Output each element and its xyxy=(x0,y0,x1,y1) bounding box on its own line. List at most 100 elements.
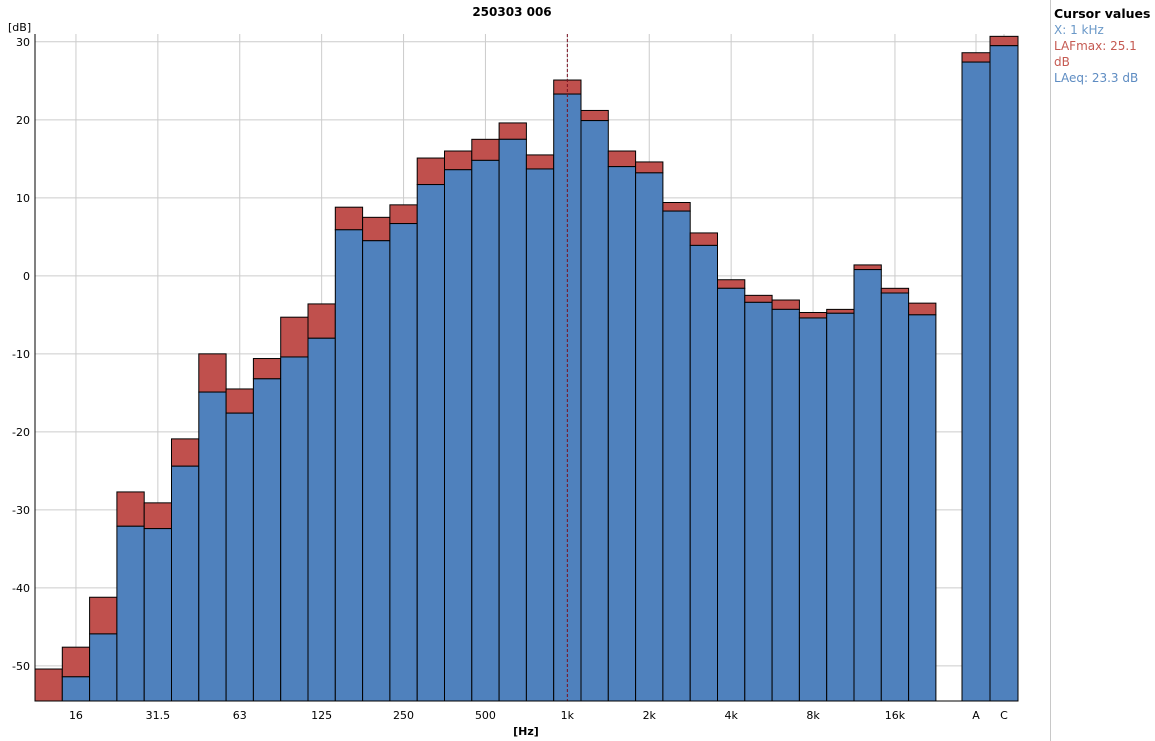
bar-laeq[interactable] xyxy=(580,120,609,702)
bar-laeq[interactable] xyxy=(171,465,200,702)
y-tick-label: 0 xyxy=(23,270,30,283)
bar-lafmax[interactable] xyxy=(198,353,227,393)
bar-laeq[interactable] xyxy=(662,210,691,702)
bar-laeq[interactable] xyxy=(252,378,282,702)
bar-lafmax[interactable] xyxy=(798,312,828,319)
y-tick-label: 20 xyxy=(16,114,30,127)
bar-laeq[interactable] xyxy=(689,244,719,702)
bar-lafmax[interactable] xyxy=(580,109,609,122)
bar-lafmax[interactable] xyxy=(389,204,418,225)
bar-laeq[interactable] xyxy=(908,314,937,702)
x-tick-label: 31.5 xyxy=(146,709,171,722)
bar-laeq[interactable] xyxy=(635,172,664,702)
bar-lafmax[interactable] xyxy=(334,206,364,231)
cursor-values-title: Cursor values xyxy=(1054,6,1151,21)
y-tick-label: 30 xyxy=(16,36,30,49)
x-tick-label: 16 xyxy=(69,709,83,722)
bar-laeq-overall[interactable] xyxy=(989,45,1019,702)
bar-lafmax[interactable] xyxy=(61,646,91,678)
bar-lafmax[interactable] xyxy=(416,157,446,186)
bar-lafmax[interactable] xyxy=(635,161,664,174)
cursor-values-panel: Cursor values X: 1 kHz LAFmax: 25.1 dB L… xyxy=(1054,6,1155,86)
bar-laeq[interactable] xyxy=(362,240,391,702)
bar-laeq[interactable] xyxy=(717,287,746,702)
bars[interactable] xyxy=(34,35,1019,702)
bar-lafmax[interactable] xyxy=(607,150,637,168)
bar-laeq[interactable] xyxy=(853,269,882,702)
y-tick-label: -40 xyxy=(12,582,30,595)
bar-laeq[interactable] xyxy=(61,676,91,702)
bar-laeq[interactable] xyxy=(471,159,500,702)
bar-laeq[interactable] xyxy=(307,337,336,702)
bar-lafmax[interactable] xyxy=(89,596,118,635)
bar-laeq[interactable] xyxy=(525,168,555,702)
bar-lafmax[interactable] xyxy=(662,202,691,212)
bar-laeq[interactable] xyxy=(880,292,910,702)
bar-lafmax-overall[interactable] xyxy=(989,35,1019,47)
bar-lafmax[interactable] xyxy=(280,316,309,358)
x-tick-label: 1k xyxy=(561,709,575,722)
bar-lafmax[interactable] xyxy=(225,388,254,414)
bar-laeq[interactable] xyxy=(280,356,309,702)
bar-lafmax[interactable] xyxy=(880,287,910,294)
bar-laeq[interactable] xyxy=(607,166,637,702)
bar-lafmax[interactable] xyxy=(116,491,145,527)
x-tick-label: 125 xyxy=(311,709,332,722)
axes: 30 20 10 0 -10 -20 -30 -40 -50 16 31.5 63 125 250 500 1… xyxy=(12,34,1018,722)
cursor-lafmax-value: LAFmax: 25.1 dB xyxy=(1054,39,1137,69)
bar-laeq[interactable] xyxy=(771,308,800,702)
bar-laeq-overall[interactable] xyxy=(961,61,991,702)
bar-lafmax[interactable] xyxy=(252,358,282,380)
bar-lafmax[interactable] xyxy=(744,294,773,303)
x-tick-label: 16k xyxy=(885,709,906,722)
bar-laeq[interactable] xyxy=(198,391,227,702)
bar-lafmax[interactable] xyxy=(689,232,719,246)
x-tick-label: 8k xyxy=(806,709,820,722)
x-tick-label: 4k xyxy=(724,709,738,722)
x-tick-label: 250 xyxy=(393,709,414,722)
bar-lafmax[interactable] xyxy=(771,299,800,310)
cursor-laeq-value: LAeq: 23.3 dB xyxy=(1054,71,1139,85)
y-tick-label: -50 xyxy=(12,660,30,673)
y-axis-label: [dB] xyxy=(8,21,31,34)
bar-lafmax[interactable] xyxy=(471,138,500,161)
bar-laeq[interactable] xyxy=(498,138,527,702)
x-tick-label: 2k xyxy=(643,709,657,722)
bar-laeq[interactable] xyxy=(744,301,773,702)
bar-lafmax[interactable] xyxy=(908,302,937,316)
bar-lafmax-overall[interactable] xyxy=(961,52,991,63)
x-tick-label: 63 xyxy=(233,709,247,722)
panel-divider xyxy=(1050,0,1051,741)
bar-laeq[interactable] xyxy=(225,412,254,702)
bar-laeq[interactable] xyxy=(389,223,418,702)
y-tick-label: 10 xyxy=(16,192,30,205)
x-axis-label: [Hz] xyxy=(513,725,539,738)
bar-lafmax[interactable] xyxy=(171,438,200,467)
bar-laeq[interactable] xyxy=(798,317,828,702)
x-tick-label: C xyxy=(1000,709,1008,722)
chart-title: 250303 006 xyxy=(472,5,551,19)
bar-lafmax[interactable] xyxy=(525,154,555,170)
bar-lafmax[interactable] xyxy=(307,303,336,339)
bar-lafmax[interactable] xyxy=(362,216,391,242)
spectrum-chart: 250303 006 [dB] [Hz] 30 20 10 0 -10 -20 -30 -40… xyxy=(8,5,1019,738)
bar-lafmax[interactable] xyxy=(498,122,527,140)
y-tick-label: -20 xyxy=(12,426,30,439)
bar-lafmax[interactable] xyxy=(717,279,746,289)
bar-laeq[interactable] xyxy=(444,169,473,702)
bar-laeq[interactable] xyxy=(116,525,145,702)
bar-laeq[interactable] xyxy=(143,528,172,702)
bar-lafmax[interactable] xyxy=(853,264,882,271)
bar-laeq[interactable] xyxy=(826,312,855,702)
bar-laeq[interactable] xyxy=(416,184,446,702)
bar-lafmax[interactable] xyxy=(826,308,855,314)
bar-lafmax[interactable] xyxy=(444,150,473,171)
x-tick-label: A xyxy=(972,709,980,722)
x-tick-label: 500 xyxy=(475,709,496,722)
y-tick-label: -10 xyxy=(12,348,30,361)
bar-laeq[interactable] xyxy=(89,633,118,702)
bar-laeq[interactable] xyxy=(334,229,364,702)
y-tick-label: -30 xyxy=(12,504,30,517)
bar-lafmax[interactable] xyxy=(143,502,172,530)
bar-lafmax[interactable] xyxy=(34,668,63,702)
